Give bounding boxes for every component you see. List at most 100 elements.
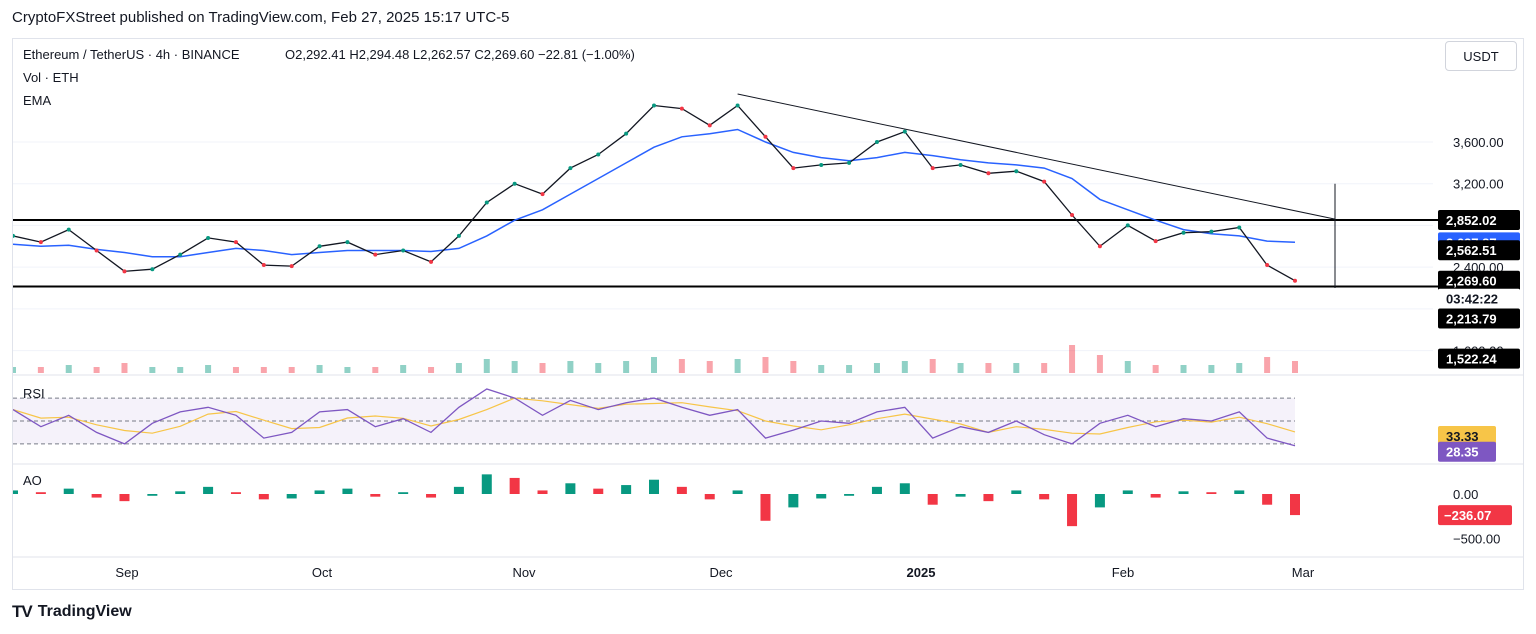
- price-point: [624, 131, 629, 136]
- volume-bar: [1041, 363, 1048, 373]
- ao-bar: [398, 492, 409, 494]
- price-badge-label: 2,213.79: [1446, 312, 1497, 327]
- ao-bar: [871, 486, 882, 494]
- volume-bar: [372, 367, 379, 373]
- volume-bar: [901, 361, 908, 373]
- price-point: [958, 162, 963, 167]
- volume-bar: [623, 361, 630, 373]
- legend-volume: Vol · ETH: [23, 70, 79, 85]
- volume-bar: [539, 363, 546, 373]
- volume-bar: [595, 363, 602, 373]
- rsi-badge-label: 28.35: [1446, 445, 1479, 460]
- currency-button[interactable]: USDT: [1445, 41, 1517, 71]
- volume-bar: [288, 367, 295, 373]
- volume-bar: [734, 359, 741, 373]
- volume-bar: [1208, 365, 1215, 373]
- time-axis: Sep Oct Nov Dec 2025 Feb Mar: [115, 565, 1314, 580]
- ao-badge: [1438, 505, 1512, 526]
- price-point: [289, 264, 294, 269]
- price-point: [429, 259, 434, 264]
- legend-symbol: Ethereum / TetherUS · 4h · BINANCE: [23, 47, 240, 62]
- ao-bar: [1234, 490, 1245, 494]
- price-point: [345, 240, 350, 245]
- price-point: [150, 267, 155, 272]
- volume-bar: [762, 357, 769, 373]
- grid: [13, 141, 1523, 558]
- ao-badge-label: −236.07: [1444, 508, 1491, 523]
- ao-bar: [1011, 490, 1022, 494]
- rsi-badge-label: 33.33: [1446, 429, 1479, 444]
- legend: Ethereum / TetherUS · 4h · BINANCE O2,29…: [23, 47, 635, 488]
- price-badge: [1438, 288, 1520, 309]
- ao-bar: [63, 488, 74, 494]
- ao-bar: [1262, 494, 1273, 505]
- price-point: [1014, 169, 1019, 174]
- price-badge: [1438, 240, 1520, 261]
- ao-bar: [788, 494, 799, 508]
- ao-bar: [1290, 494, 1300, 516]
- volume-bar: [1292, 361, 1298, 373]
- price-point: [1097, 244, 1102, 249]
- price-point: [94, 248, 99, 253]
- ao-bar: [927, 494, 938, 505]
- price-point: [1293, 278, 1297, 283]
- price-point: [206, 235, 211, 240]
- volume-bar: [873, 363, 880, 373]
- volume-bar: [1236, 363, 1243, 373]
- volume-bars: [13, 345, 1298, 373]
- ao-bar: [983, 494, 994, 502]
- ao-tick-label: −500.00: [1453, 532, 1500, 547]
- volume-bar: [1264, 357, 1271, 373]
- footer-brand[interactable]: TradingView: [37, 603, 132, 620]
- ao-bar: [593, 488, 604, 494]
- ao-bar: [370, 494, 381, 497]
- price-point: [847, 160, 852, 165]
- ao-bar: [816, 494, 827, 499]
- price-point: [373, 252, 378, 257]
- volume-bar: [511, 361, 518, 373]
- volume-bar: [316, 365, 323, 373]
- x-tick-label: Dec: [709, 565, 733, 580]
- price-point: [791, 166, 796, 171]
- volume-bar: [65, 365, 72, 373]
- volume-bar: [706, 361, 713, 373]
- ao-bar: [342, 488, 353, 494]
- price-badge-label: 2,269.60: [1446, 274, 1497, 289]
- ao-bar: [175, 491, 186, 494]
- price-point: [401, 248, 406, 253]
- volume-bar: [985, 363, 992, 373]
- ao-bar: [119, 494, 130, 502]
- price-point: [233, 240, 238, 245]
- volume-bar: [428, 367, 435, 373]
- x-tick-label: Nov: [512, 565, 536, 580]
- volume-bar: [205, 365, 212, 373]
- price-point: [261, 263, 266, 268]
- price-point: [930, 166, 935, 171]
- price-point: [66, 227, 71, 232]
- ao-bar: [844, 494, 855, 496]
- chart-frame[interactable]: 3,600.003,200.002,400.001,600.002,852.02…: [12, 38, 1524, 590]
- chart-canvas[interactable]: 3,600.003,200.002,400.001,600.002,852.02…: [13, 39, 1523, 589]
- price-badge: [1438, 308, 1520, 329]
- ao-bar: [704, 494, 715, 500]
- price-point: [1125, 223, 1130, 228]
- ao-bar: [955, 494, 966, 497]
- ao-bar: [565, 483, 576, 494]
- volume-bar: [929, 359, 936, 373]
- price-point: [679, 106, 684, 111]
- price-point: [38, 240, 43, 245]
- price-point: [568, 166, 573, 171]
- volume-bar: [1096, 355, 1103, 373]
- ao-bar: [453, 486, 464, 494]
- ao-bar: [91, 494, 102, 498]
- price-point: [819, 162, 824, 167]
- ao-pane: [13, 474, 1300, 527]
- trend-lines: [13, 93, 1438, 288]
- price-badge-label: 03:42:22: [1446, 292, 1498, 307]
- rsi-pane: [13, 388, 1296, 447]
- ao-bar: [537, 490, 548, 494]
- published-header: CryptoFXStreet published on TradingView.…: [12, 9, 510, 26]
- volume-bar: [1152, 365, 1159, 373]
- volume-bar: [790, 361, 797, 373]
- y-tick-label: 3,600.00: [1453, 135, 1504, 150]
